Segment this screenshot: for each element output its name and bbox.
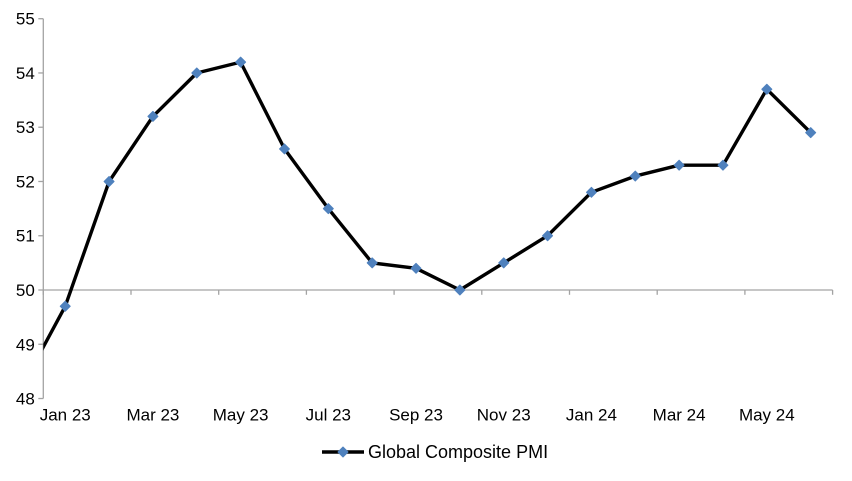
data-point-marker	[542, 230, 554, 242]
pmi-line	[43, 60, 812, 351]
x-axis-tick-label: Mar 23	[126, 406, 179, 425]
y-axis-tick-label: 48	[16, 390, 35, 409]
data-point-marker	[278, 143, 290, 155]
legend: Global Composite PMI	[322, 442, 548, 462]
data-point-marker	[147, 110, 159, 122]
y-axis: 48 49 50 51 52 53 54 55	[16, 10, 44, 409]
x-axis-tick-label: Jul 23	[306, 406, 351, 425]
data-point-marker	[717, 159, 729, 171]
data-point-marker	[761, 83, 773, 95]
data-point-marker	[103, 175, 115, 187]
y-axis-tick-label: 53	[16, 118, 35, 137]
y-axis-tick-label: 50	[16, 281, 35, 300]
data-point-marker	[235, 56, 247, 68]
y-axis-tick-label: 55	[16, 10, 35, 29]
data-point-marker	[410, 262, 422, 274]
x-axis-tick-label: Sep 23	[389, 406, 443, 425]
data-point-marker	[191, 67, 203, 79]
data-point-marker	[585, 186, 597, 198]
y-axis-tick-label: 51	[16, 227, 35, 246]
y-axis-tick-label: 52	[16, 172, 35, 191]
legend-marker-icon	[337, 446, 349, 458]
y-axis-tick-label: 49	[16, 335, 35, 354]
y-axis-tick-label: 54	[16, 64, 35, 83]
x-axis: Jan 23 Mar 23 May 23 Jul 23 Sep 23 Nov 23 Jan …	[40, 289, 834, 425]
x-axis-tick-label: Mar 24	[653, 406, 706, 425]
x-axis-tick-label: Jan 24	[566, 406, 617, 425]
x-axis-tick-label: Jan 23	[40, 406, 91, 425]
data-point-marker	[366, 257, 378, 269]
x-axis-tick-label: May 23	[213, 406, 269, 425]
data-point-marker	[629, 170, 641, 182]
x-axis-tick-label: May 24	[739, 406, 795, 425]
x-axis-tick-label: Nov 23	[477, 406, 531, 425]
data-point-marker	[322, 203, 334, 215]
data-point-marker	[454, 284, 466, 296]
series-global-composite-pmi	[43, 56, 817, 351]
data-point-marker	[59, 300, 71, 312]
data-point-marker	[673, 159, 685, 171]
data-point-marker	[805, 127, 817, 139]
legend-label: Global Composite PMI	[368, 442, 548, 462]
data-point-marker	[498, 257, 510, 269]
